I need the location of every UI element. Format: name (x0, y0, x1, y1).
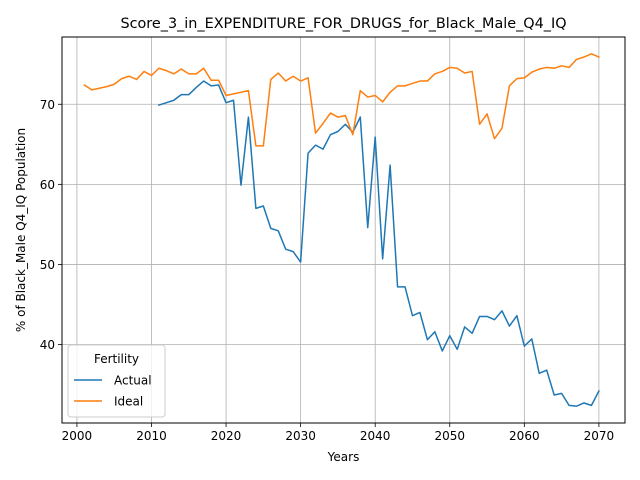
plot-frame (61, 36, 626, 424)
y-tick-label: 50 (40, 258, 55, 272)
y-tick-label: 40 (40, 338, 55, 352)
x-tick-label: 2000 (62, 429, 93, 443)
x-tick-label: 2040 (360, 429, 391, 443)
chart-title: Score_3_in_EXPENDITURE_FOR_DRUGS_for_Bla… (120, 16, 566, 32)
legend-label-actual: Actual (114, 374, 152, 388)
legend-items: Actual Ideal (74, 374, 152, 409)
x-tick-label: 2050 (434, 429, 465, 443)
x-axis-label: Years (327, 450, 360, 464)
y-tick-label: 70 (40, 98, 55, 112)
legend-title: Fertility (94, 352, 139, 366)
series-lines (83, 53, 600, 407)
series-line-actual (157, 80, 600, 407)
axis-ticks: 2000 2010 2020 2030 2040 2050 2060 2070 40 50 60 70 (40, 98, 614, 443)
legend: Fertility Actual Ideal (67, 344, 166, 418)
legend-box (67, 344, 166, 418)
y-tick-label: 60 (40, 178, 55, 192)
x-tick-label: 2070 (584, 429, 615, 443)
legend-label-ideal: Ideal (114, 395, 143, 409)
x-tick-label: 2020 (211, 429, 242, 443)
x-tick-label: 2010 (136, 429, 167, 443)
x-tick-label: 2060 (509, 429, 540, 443)
x-tick-label: 2030 (285, 429, 316, 443)
y-axis-label: % of Black_Male Q4_IQ Population (14, 128, 28, 332)
series-line-ideal (83, 53, 600, 147)
